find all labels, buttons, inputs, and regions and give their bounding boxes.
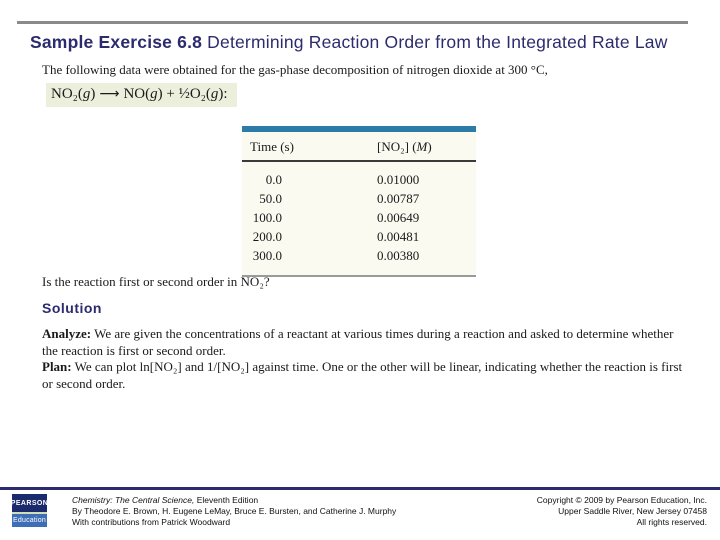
pearson-logo-wordmark: PEARSON — [11, 494, 48, 512]
book-title-italic: Chemistry: The Central Science, — [72, 495, 195, 505]
analyze-label: Analyze: — [42, 326, 92, 341]
equation-paren: ) — [90, 86, 96, 102]
equation-product2: ) + ½O₂( — [157, 86, 211, 102]
plan-paragraph: Plan: We can plot ln[NO₂] and 1/[NO₂] ag… — [42, 359, 690, 392]
question-text: Is the reaction first or second order in… — [42, 274, 270, 289]
equation-reactant: NO₂( — [51, 86, 83, 102]
cell-concentration: 0.00481 — [377, 229, 420, 244]
cell-concentration: 0.01000 — [377, 172, 420, 187]
cell-time: 100.0 — [252, 210, 282, 225]
equation-state-symbol: g — [82, 86, 91, 102]
slide-title-number: Sample Exercise 6.8 — [30, 32, 203, 52]
plan-label: Plan: — [42, 359, 72, 374]
table-row: 200.0 0.00481 — [242, 227, 476, 246]
footer-copyright: Copyright © 2009 by Pearson Education, I… — [537, 495, 707, 528]
kinetics-data-table: Time (s) [NO₂] (M) 0.0 0.01000 50.0 0.00… — [242, 126, 476, 277]
table-row: 0.0 0.01000 — [242, 170, 476, 189]
table-row: 300.0 0.00380 — [242, 246, 476, 265]
plan-text: We can plot ln[NO₂] and 1/[NO₂] against … — [42, 359, 683, 391]
cell-time: 300.0 — [252, 248, 282, 263]
cell-time: 200.0 — [252, 229, 282, 244]
cell-concentration: 0.00380 — [377, 248, 420, 263]
table-row: 50.0 0.00787 — [242, 189, 476, 208]
book-title-line: Chemistry: The Central Science, Eleventh… — [72, 495, 396, 506]
top-divider-rule — [17, 21, 688, 24]
copyright-line-2: Upper Saddle River, New Jersey 07458 — [558, 506, 707, 516]
copyright-line-3: All rights reserved. — [636, 517, 707, 527]
column-header-concentration: [NO₂] (M) — [377, 139, 432, 154]
copyright-line-1: Copyright © 2009 by Pearson Education, I… — [536, 495, 707, 505]
solution-analysis: Analyze: We are given the concentrations… — [42, 326, 690, 392]
contributions-line: With contributions from Patrick Woodward — [72, 517, 231, 527]
table-body: 0.0 0.01000 50.0 0.00787 100.0 0.00649 2… — [242, 162, 476, 275]
analyze-paragraph: Analyze: We are given the concentrations… — [42, 326, 690, 359]
cell-time: 0.0 — [265, 172, 282, 187]
cell-concentration: 0.00649 — [377, 210, 420, 225]
pearson-logo-education-label: Education — [12, 514, 47, 527]
footer-divider-rule — [0, 487, 720, 490]
slide-title-text: Determining Reaction Order from the Inte… — [202, 32, 668, 52]
equation-product1: NO( — [123, 86, 151, 102]
pearson-logo-separator — [12, 512, 47, 514]
cell-concentration: 0.00787 — [377, 191, 420, 206]
reaction-equation: NO₂(g) ⟶ NO(g) + ½O₂(g): — [46, 83, 237, 107]
solution-heading: Solution — [42, 300, 102, 316]
slide-title: Sample Exercise 6.8 Determining Reaction… — [30, 32, 668, 53]
pearson-education-logo: PEARSON Education — [11, 494, 48, 527]
equation-end: ): — [218, 86, 228, 102]
book-edition: Eleventh Edition — [194, 495, 259, 505]
reaction-arrow-icon: ⟶ — [99, 86, 120, 102]
footer-book-info: Chemistry: The Central Science, Eleventh… — [72, 495, 396, 528]
column-header-time: Time (s) — [250, 139, 294, 154]
authors-line: By Theodore E. Brown, H. Eugene LeMay, B… — [72, 506, 397, 516]
table-row: 100.0 0.00649 — [242, 208, 476, 227]
equation-state-symbol: g — [210, 86, 219, 102]
analyze-text: We are given the concentrations of a rea… — [42, 326, 674, 358]
equation-state-symbol: g — [150, 86, 158, 102]
cell-time: 50.0 — [259, 191, 282, 206]
intro-text: The following data were obtained for the… — [42, 62, 548, 77]
table-top-bar — [242, 126, 476, 132]
table-header-row: Time (s) [NO₂] (M) — [242, 132, 476, 162]
